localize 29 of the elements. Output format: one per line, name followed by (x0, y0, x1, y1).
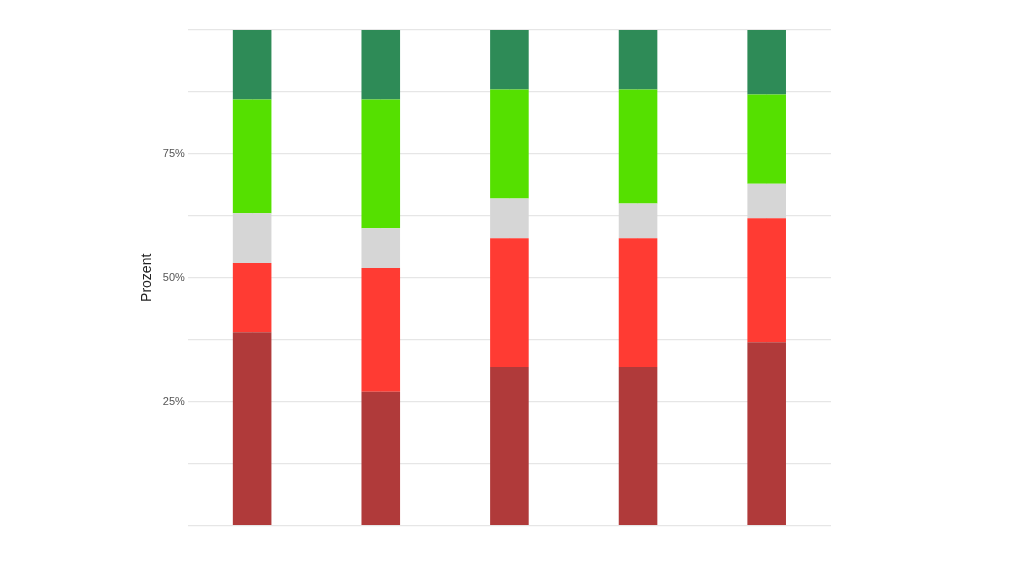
bar (747, 342, 786, 525)
bar (490, 238, 529, 368)
bar (618, 89, 658, 204)
bar (747, 94, 786, 184)
bar (232, 30, 272, 100)
y-axis-title: Prozent (138, 253, 155, 302)
y-tick-label: 75% (162, 146, 186, 159)
bar (361, 228, 401, 268)
bar (361, 99, 401, 229)
y-tick-label: 25% (162, 394, 186, 407)
bar (618, 238, 658, 368)
bar (232, 262, 272, 333)
bar (618, 203, 658, 239)
bar (490, 367, 529, 525)
bar (232, 99, 272, 214)
bar (618, 30, 658, 90)
y-tick-label: 50% (162, 270, 186, 283)
bar (747, 218, 786, 343)
bar (361, 30, 401, 100)
bar (747, 30, 786, 95)
bar (232, 213, 272, 263)
bar (747, 183, 786, 219)
bar (490, 30, 529, 90)
bar (232, 332, 272, 525)
bar (361, 391, 401, 525)
bar (490, 198, 529, 239)
bar (618, 367, 658, 525)
bar (490, 89, 529, 199)
bar (361, 267, 401, 392)
